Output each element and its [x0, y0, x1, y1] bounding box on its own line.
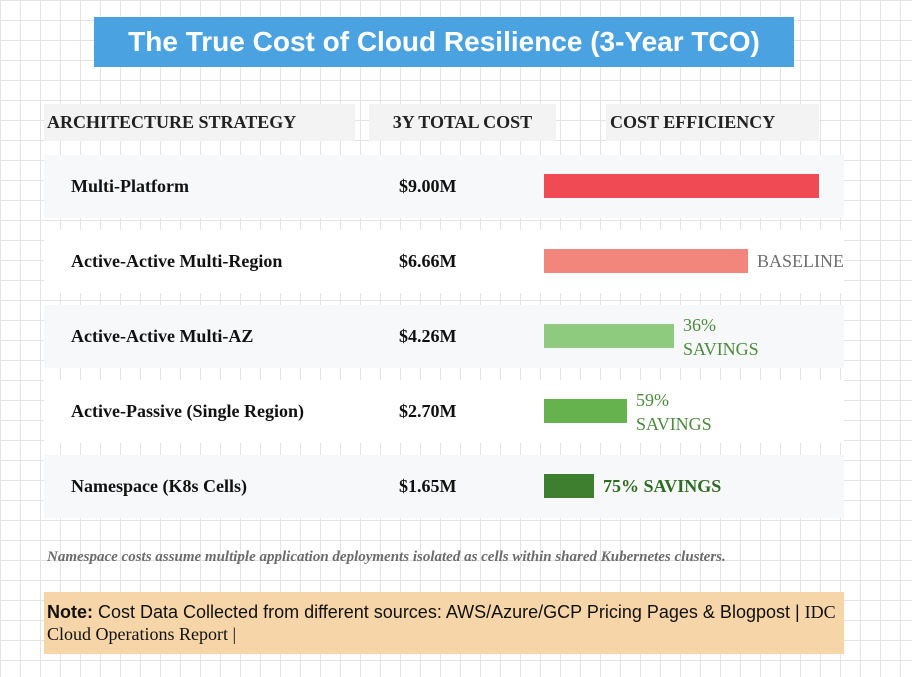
strategy-label: Namespace (K8s Cells) — [71, 476, 247, 496]
table-row: Active-Active Multi-Region $6.66M BASELINE — [44, 230, 844, 293]
column-header-strategy: ARCHITECTURE STRATEGY — [44, 104, 355, 141]
savings-label: 75% SAVINGS — [603, 474, 721, 498]
cost-bar — [544, 474, 594, 498]
chart-title: The True Cost of Cloud Resilience (3-Yea… — [94, 17, 794, 67]
note-label: Note: — [47, 602, 93, 622]
annotation-line: BASELINE — [757, 251, 844, 271]
cost-bar — [544, 399, 627, 423]
cost-bar — [544, 249, 748, 273]
baseline-label: BASELINE — [757, 249, 844, 273]
strategy-label: Multi-Platform — [71, 176, 189, 196]
annotation-line: SAVINGS — [636, 414, 712, 434]
table-row: Namespace (K8s Cells) $1.65M 75% SAVINGS — [44, 455, 844, 518]
annotation-line: 75% SAVINGS — [603, 476, 722, 496]
total-cost-label: $2.70M — [399, 401, 457, 421]
note-box: Note: Cost Data Collected from different… — [44, 592, 844, 654]
table-row: Multi-Platform $9.00M — [44, 155, 844, 218]
annotation-line: SAVINGS — [683, 339, 759, 359]
table-row: Active-Active Multi-AZ $4.26M 36% SAVINGS — [44, 305, 844, 368]
column-header-efficiency: COST EFFICIENCY — [606, 104, 819, 141]
total-cost-label: $1.65M — [399, 476, 457, 496]
strategy-label: Active-Active Multi-Region — [71, 251, 283, 271]
cost-bar — [544, 324, 674, 348]
cost-bar — [544, 174, 819, 198]
savings-label: 59% SAVINGS — [636, 388, 712, 436]
annotation-line: 59% — [636, 390, 669, 410]
footnote: Namespace costs assume multiple applicat… — [47, 549, 726, 565]
savings-label: 36% SAVINGS — [683, 313, 759, 361]
note-text-sources: Cost Data Collected from different sourc… — [93, 602, 805, 622]
total-cost-label: $4.26M — [399, 326, 457, 346]
total-cost-label: $9.00M — [399, 176, 457, 196]
strategy-label: Active-Active Multi-AZ — [71, 326, 254, 346]
total-cost-label: $6.66M — [399, 251, 457, 271]
note-text-report: IDC Cloud Operations Report | — [47, 602, 836, 644]
table-row: Active-Passive (Single Region) $2.70M 59% S… — [44, 380, 844, 443]
column-header-cost: 3Y TOTAL COST — [369, 104, 556, 141]
annotation-line: 36% — [683, 315, 716, 335]
strategy-label: Active-Passive (Single Region) — [71, 401, 304, 421]
